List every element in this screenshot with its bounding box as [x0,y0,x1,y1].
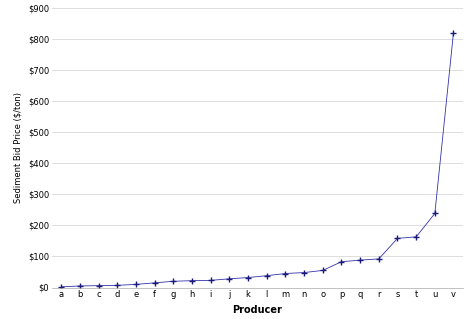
X-axis label: Producer: Producer [233,305,283,315]
Y-axis label: Sediment Bid Price ($/ton): Sediment Bid Price ($/ton) [14,92,22,203]
